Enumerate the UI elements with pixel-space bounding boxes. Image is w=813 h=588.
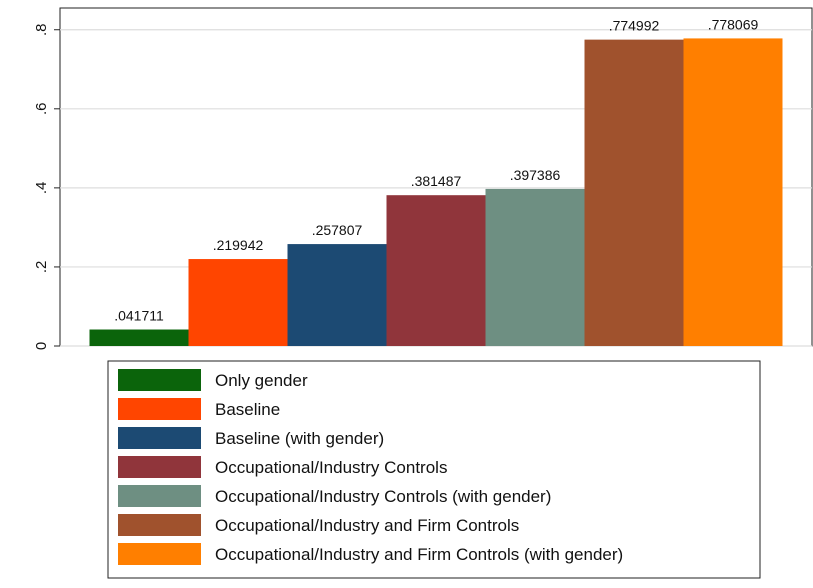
bar (89, 329, 189, 346)
legend-label: Only gender (215, 371, 308, 390)
legend-swatch (118, 514, 201, 536)
bar (683, 38, 783, 347)
legend-box (107, 360, 761, 579)
legend-label: Baseline (215, 400, 280, 419)
value-label: .397386 (510, 167, 561, 183)
legend-swatch (118, 485, 201, 507)
value-label: .041711 (114, 308, 164, 324)
bar (485, 188, 585, 346)
value-label: .774992 (609, 18, 660, 34)
bar (287, 244, 387, 346)
bar (188, 259, 288, 346)
y-tick-label: 0 (33, 342, 50, 350)
value-label: .257807 (312, 222, 363, 238)
legend-label: Occupational/Industry and Firm Controls … (215, 545, 623, 564)
legend-label: Occupational/Industry Controls (215, 458, 447, 477)
value-label: .778069 (708, 16, 759, 32)
y-tick-label: .8 (33, 23, 50, 36)
bar (584, 39, 684, 346)
y-tick-label: .6 (33, 103, 50, 116)
value-label: .219942 (213, 237, 264, 253)
legend-swatch (118, 398, 201, 420)
legend-swatch (118, 427, 201, 449)
legend-swatch (118, 369, 201, 391)
bar (386, 195, 486, 346)
legend-label: Baseline (with gender) (215, 429, 384, 448)
legend-swatch (118, 543, 201, 565)
y-tick-label: .4 (33, 182, 50, 195)
y-tick-label: .2 (33, 261, 50, 274)
legend-swatch (118, 456, 201, 478)
legend-label: Occupational/Industry Controls (with gen… (215, 487, 551, 506)
value-label: .381487 (411, 173, 462, 189)
legend-label: Occupational/Industry and Firm Controls (215, 516, 519, 535)
